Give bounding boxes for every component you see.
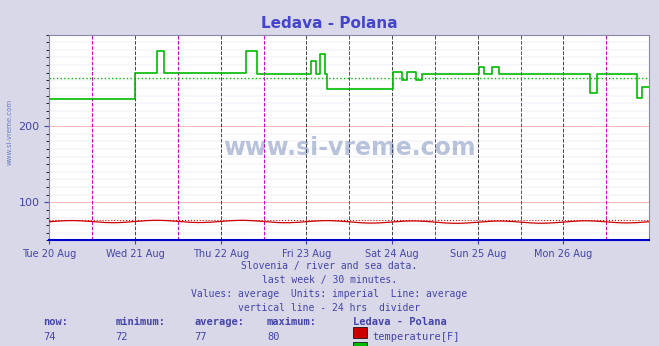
Text: minimum:: minimum: (115, 317, 165, 327)
Text: now:: now: (43, 317, 68, 327)
Text: Slovenia / river and sea data.: Slovenia / river and sea data. (241, 261, 418, 271)
Text: vertical line - 24 hrs  divider: vertical line - 24 hrs divider (239, 303, 420, 313)
Text: 77: 77 (194, 332, 207, 342)
Text: 74: 74 (43, 332, 55, 342)
Text: average:: average: (194, 317, 244, 327)
Text: 72: 72 (115, 332, 128, 342)
Text: maximum:: maximum: (267, 317, 317, 327)
Text: 80: 80 (267, 332, 279, 342)
Text: Ledava - Polana: Ledava - Polana (353, 317, 446, 327)
Text: temperature[F]: temperature[F] (372, 332, 460, 342)
Text: www.si-vreme.com: www.si-vreme.com (223, 136, 476, 160)
Text: last week / 30 minutes.: last week / 30 minutes. (262, 275, 397, 285)
Text: www.si-vreme.com: www.si-vreme.com (7, 98, 13, 165)
Text: Ledava - Polana: Ledava - Polana (261, 16, 398, 30)
Text: Values: average  Units: imperial  Line: average: Values: average Units: imperial Line: av… (191, 289, 468, 299)
